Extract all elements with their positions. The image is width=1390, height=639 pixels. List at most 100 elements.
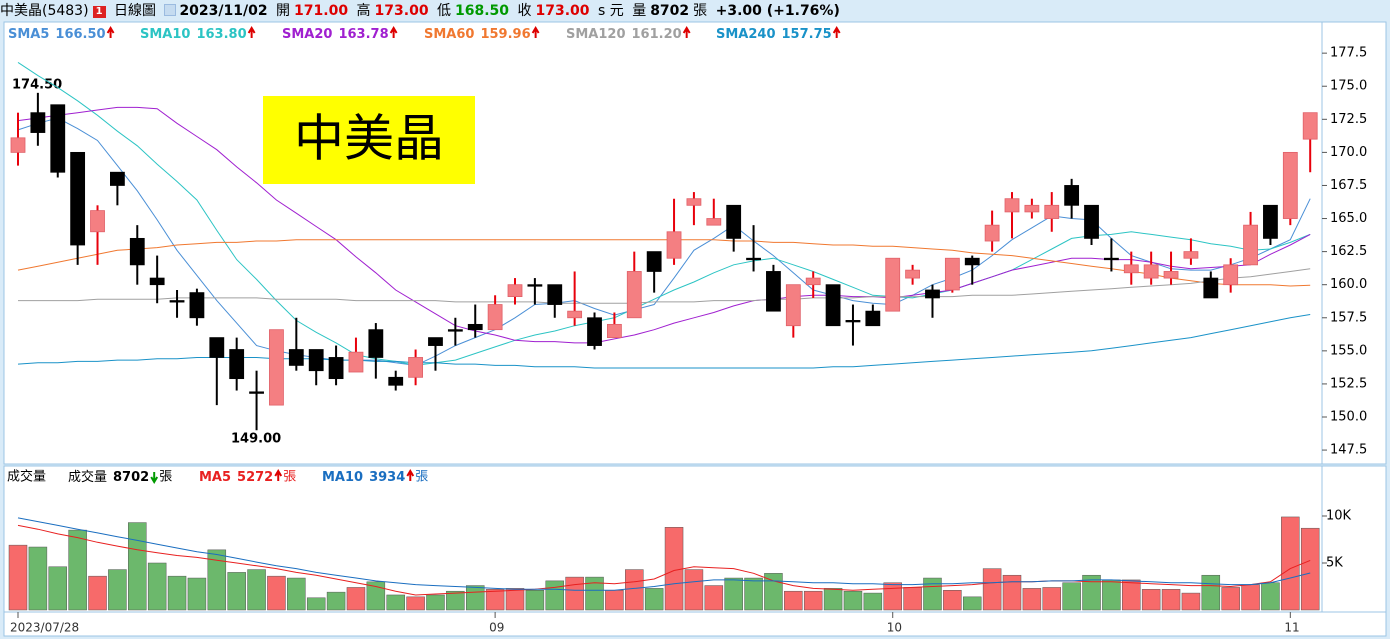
candle-body — [110, 171, 125, 186]
volume-bar — [267, 575, 286, 611]
legend-name: SMA20 — [282, 27, 332, 42]
legend-entry: SMA120 161.20 — [566, 27, 682, 42]
x-tick-label: 09 — [489, 621, 504, 635]
volume-bar — [48, 566, 68, 611]
candle-body — [1243, 224, 1258, 266]
y-tick-label: 157.5 — [1330, 310, 1367, 325]
candle-body — [666, 231, 682, 259]
candle-body — [368, 329, 384, 358]
candle-body — [1084, 204, 1099, 239]
legend-entry: SMA5 166.50 — [8, 27, 106, 42]
arrow — [106, 26, 115, 38]
volume-bar — [982, 568, 1002, 611]
volume-bar — [644, 588, 664, 611]
candle-body — [447, 329, 463, 332]
volume-bar — [326, 591, 346, 611]
legend-name: SMA5 — [8, 27, 49, 42]
candle-body — [686, 198, 702, 206]
y-tick-label: 165.0 — [1330, 211, 1367, 226]
volume-bar — [1300, 527, 1320, 611]
low: 168.50 — [455, 3, 510, 19]
unit: 張 — [159, 470, 172, 485]
volume-bar — [803, 590, 823, 611]
candle-body — [169, 300, 185, 303]
y-tick-label: 5K — [1326, 556, 1343, 571]
candle-body — [547, 284, 563, 305]
checkbox[interactable] — [164, 4, 177, 16]
title-box — [263, 96, 475, 184]
candle-body — [70, 151, 86, 246]
volume-bar — [545, 580, 565, 611]
legend-value: 159.96 — [480, 27, 530, 42]
volume-bar — [287, 577, 306, 611]
volume-bar — [664, 527, 684, 611]
low-annotation: 149.00 — [231, 432, 281, 447]
candle-body — [984, 224, 1000, 242]
volume-bar — [505, 588, 525, 611]
volume-bar — [903, 587, 922, 611]
arrow — [247, 26, 256, 38]
candle-body — [527, 284, 543, 287]
candle-body — [885, 257, 901, 312]
candle-body — [249, 391, 264, 394]
volume-bar — [108, 569, 127, 611]
ma-line — [17, 517, 1311, 591]
legend-entry: SMA240 157.75 — [716, 27, 832, 42]
y-tick-label: 160.0 — [1330, 277, 1367, 292]
volume-bar — [1022, 588, 1042, 611]
badge: 1 — [92, 6, 106, 18]
volume-bar — [207, 549, 227, 611]
volume-bar — [684, 569, 704, 611]
candle-body — [805, 277, 821, 286]
volume-axis-pane — [1321, 465, 1387, 613]
volume-bar — [525, 590, 545, 611]
candle-body — [766, 271, 781, 312]
candle-body — [1163, 271, 1179, 279]
y-tick-label: 155.0 — [1330, 343, 1367, 358]
candle-body — [50, 104, 66, 173]
volume-bar — [1002, 574, 1022, 611]
volume-bar — [227, 572, 246, 611]
volume-bar — [366, 581, 386, 611]
legend-entry: MA5 5272 — [199, 470, 273, 485]
candle-body — [825, 284, 841, 327]
volume-bar — [88, 575, 107, 611]
volume-bar — [704, 585, 724, 611]
arrow — [150, 472, 159, 484]
candle-body — [269, 329, 284, 406]
candle-body — [1223, 264, 1239, 286]
y-tick-label: 175.0 — [1330, 79, 1367, 94]
volume-bar — [1281, 516, 1300, 611]
volume-bar — [863, 592, 883, 611]
x-axis-pane — [3, 611, 1387, 637]
candle-body — [726, 204, 742, 239]
candle-body — [1263, 204, 1278, 239]
volume-bar — [1201, 574, 1221, 611]
volume-bar — [625, 569, 644, 611]
legend-name: MA10 — [322, 470, 363, 485]
volume-bar — [8, 544, 28, 611]
candle-body — [1203, 277, 1219, 299]
volume-bar — [187, 577, 207, 611]
y-tick-label: 152.5 — [1330, 376, 1367, 391]
volume-bar — [1042, 587, 1062, 611]
candle-body — [865, 310, 881, 327]
candle-body — [706, 218, 722, 226]
y-tick-label: 150.0 — [1330, 410, 1367, 425]
volume-current: 成交量 8702 — [68, 469, 149, 485]
candle-body — [1282, 151, 1298, 219]
legend-value: 163.78 — [338, 27, 388, 42]
y-tick-label: 162.5 — [1330, 244, 1367, 259]
candle-body — [149, 277, 165, 286]
legend-entry: SMA10 163.80 — [140, 27, 247, 42]
candle-body — [1123, 264, 1139, 274]
legend-name: MA5 — [199, 470, 231, 485]
candle-body — [467, 323, 483, 331]
volume-bar — [843, 590, 863, 611]
candle-body — [1064, 185, 1080, 206]
arrow — [389, 26, 398, 38]
candle-body — [1143, 264, 1159, 279]
candle-body — [746, 257, 761, 261]
legend-value: 166.50 — [55, 27, 105, 42]
candle-body — [507, 284, 523, 298]
